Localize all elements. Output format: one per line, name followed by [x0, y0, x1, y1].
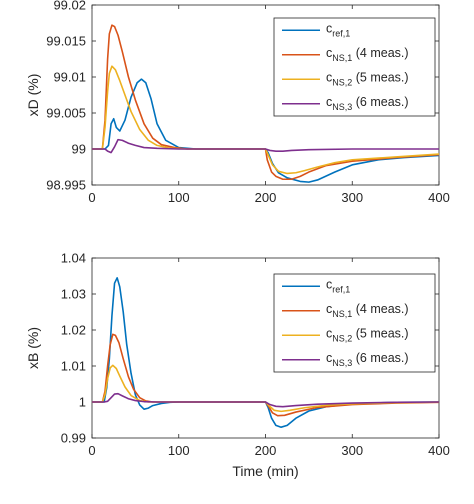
- y-tick-label: 99: [72, 142, 86, 157]
- x-tick-label: 300: [341, 443, 363, 458]
- legend-entry: cNS,1 (4 meas.): [326, 46, 409, 63]
- y-tick-label: 1.04: [61, 251, 86, 266]
- chart-top-xd: 0 100 200 300 400 98.995 99 99.005 99.01 99.015 99…: [25, 0, 450, 205]
- y-tick-label: 99.005: [46, 106, 86, 121]
- legend-entry: cref,1: [326, 21, 350, 38]
- series-line-ns-3: [92, 138, 439, 154]
- y-tick-label: 99.01: [53, 70, 86, 85]
- x-tick-label: 0: [88, 443, 95, 458]
- y-tick-label: 98.995: [46, 178, 86, 193]
- x-tick-label: 400: [428, 190, 450, 205]
- y-tick-label: 99.02: [53, 0, 86, 13]
- x-axis-label: Time (min): [232, 463, 298, 479]
- y-tick-label: 1.01: [61, 359, 86, 374]
- legend: cref,1 cNS,1 (4 meas.) cNS,2 (5 meas.) cNS,…: [273, 17, 436, 117]
- legend-entry: cref,1: [326, 277, 350, 294]
- x-tick-label: 400: [428, 443, 450, 458]
- legend-entry: cNS,3 (6 meas.): [326, 351, 409, 368]
- x-tick-label: 200: [255, 443, 277, 458]
- chart-bottom-xb: 0 100 200 300 400 0.99 1 1.01 1.02 1.03 1.04 xB (%)…: [25, 251, 450, 480]
- y-axis-label: xD (%): [25, 74, 41, 117]
- legend-entry: cNS,1 (4 meas.): [326, 302, 409, 319]
- legend-box: [273, 17, 436, 117]
- legend-entry: cNS,3 (6 meas.): [326, 95, 409, 112]
- x-tick-label: 300: [341, 190, 363, 205]
- x-tick-label: 100: [168, 190, 190, 205]
- legend-entry: cNS,2 (5 meas.): [326, 326, 409, 343]
- legend: cref,1 cNS,1 (4 meas.) cNS,2 (5 meas.) cNS,…: [273, 273, 436, 373]
- y-tick-label: 1.02: [61, 323, 86, 338]
- y-tick-label: 1.03: [61, 287, 86, 302]
- y-axis-label: xB (%): [25, 327, 41, 369]
- y-tick-label: 99.015: [46, 34, 86, 49]
- series-line-ns-3: [92, 392, 439, 408]
- series-line-ref-1: [92, 276, 439, 429]
- legend-box: [273, 273, 436, 373]
- y-tick-label: 1: [79, 395, 86, 410]
- x-tick-label: 100: [168, 443, 190, 458]
- x-tick-label: 200: [255, 190, 277, 205]
- legend-entry: cNS,2 (5 meas.): [326, 70, 409, 87]
- y-tick-label: 0.99: [61, 431, 86, 446]
- x-tick-label: 0: [88, 190, 95, 205]
